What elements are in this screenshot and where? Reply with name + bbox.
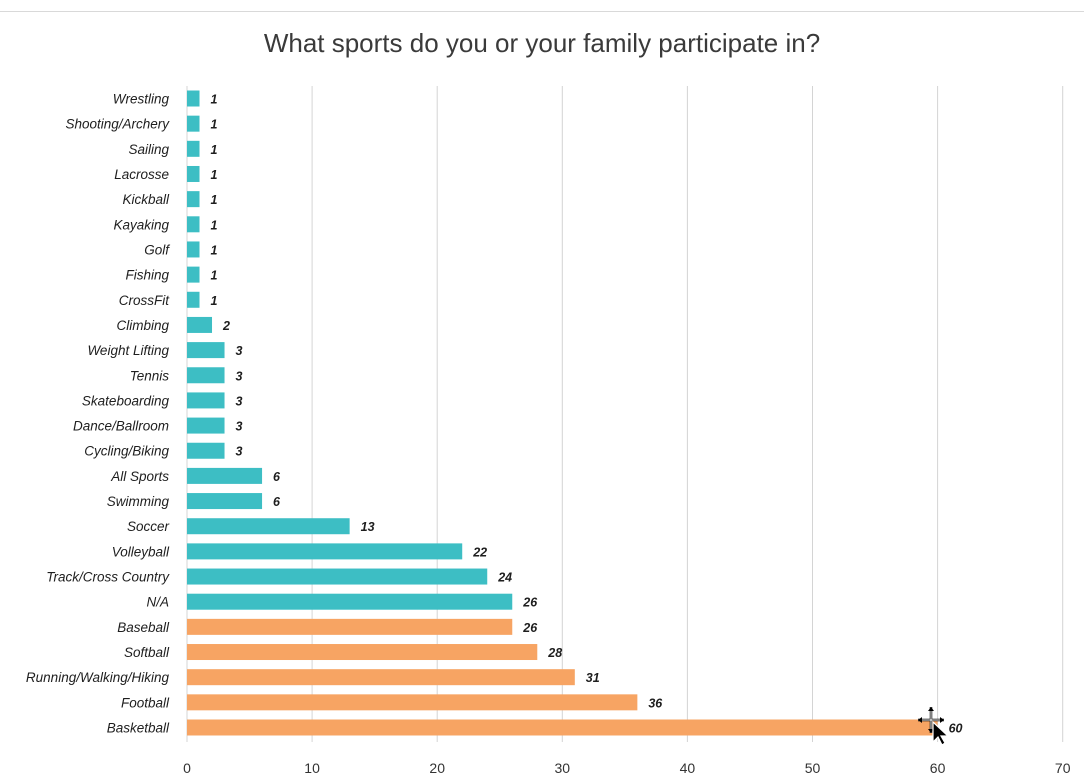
bar [187, 165, 200, 182]
category-label: Skateboarding [82, 393, 170, 408]
category-label: CrossFit [119, 293, 170, 308]
bar [187, 216, 200, 233]
category-label: Baseball [117, 620, 170, 635]
data-label: 31 [586, 671, 600, 685]
x-tick-label: 50 [805, 760, 821, 776]
data-label: 1 [211, 118, 218, 132]
data-label: 3 [236, 394, 243, 408]
category-label: Dance/Ballroom [73, 419, 169, 434]
category-label: Volleyball [112, 544, 170, 559]
data-label: 3 [236, 344, 243, 358]
x-tick-label: 70 [1055, 760, 1071, 776]
category-label: Basketball [107, 721, 170, 736]
data-label: 28 [547, 646, 562, 660]
category-label: N/A [146, 595, 169, 610]
category-label: All Sports [110, 469, 169, 484]
category-label: Cycling/Biking [84, 444, 169, 459]
data-label: 2 [222, 319, 230, 333]
data-label: 36 [648, 696, 663, 710]
data-label: 1 [211, 93, 218, 107]
data-label: 22 [472, 545, 487, 559]
gridlines [186, 86, 1064, 742]
bar [187, 493, 263, 510]
bar [187, 342, 225, 359]
bar [187, 467, 263, 484]
data-label: 1 [211, 269, 218, 283]
bar [187, 694, 638, 711]
data-label: 6 [273, 470, 281, 484]
data-label: 1 [211, 143, 218, 157]
data-label: 26 [522, 621, 538, 635]
category-label: Kickball [122, 192, 170, 207]
bar [187, 90, 200, 107]
data-label: 60 [949, 722, 963, 736]
bar [187, 140, 200, 157]
top-divider [0, 11, 1084, 12]
bar [187, 291, 200, 308]
category-label: Football [121, 695, 170, 710]
category-label: Shooting/Archery [65, 117, 170, 132]
bar [187, 518, 350, 535]
bar [187, 442, 225, 459]
bar [187, 669, 575, 686]
data-label: 3 [236, 420, 243, 434]
data-label: 1 [211, 294, 218, 308]
data-label: 26 [522, 596, 538, 610]
bar [187, 191, 200, 208]
bar [187, 618, 513, 635]
bar [187, 593, 513, 610]
category-label: Golf [144, 242, 170, 257]
bar [187, 367, 225, 384]
data-label: 1 [211, 193, 218, 207]
bar [187, 266, 200, 283]
bar [187, 644, 538, 661]
category-label: Kayaking [113, 217, 169, 232]
bar [187, 417, 225, 434]
data-label: 6 [273, 495, 281, 509]
category-label: Swimming [107, 494, 170, 509]
chart-title: What sports do you or your family partic… [263, 28, 821, 58]
bar [187, 241, 200, 258]
x-tick-label: 30 [555, 760, 571, 776]
category-label: Sailing [128, 142, 169, 157]
data-label: 1 [211, 168, 218, 182]
x-tick-label: 10 [304, 760, 320, 776]
category-label: Running/Walking/Hiking [26, 670, 170, 685]
category-label: Soccer [127, 519, 170, 534]
data-label: 1 [211, 243, 218, 257]
category-label: Wrestling [113, 92, 170, 107]
data-label: 24 [497, 571, 512, 585]
bar [187, 316, 213, 333]
bar [187, 568, 488, 585]
category-labels: Wrestling Shooting/Archery Sailing Lacrosse… [26, 92, 170, 736]
category-label: Climbing [116, 318, 169, 333]
x-axis-tick-labels: 0 10 20 30 40 50 60 70 [183, 760, 1071, 776]
category-label: Track/Cross Country [46, 570, 170, 585]
bar [187, 115, 200, 132]
bar [187, 392, 225, 409]
category-label: Tennis [130, 368, 170, 383]
x-tick-label: 60 [930, 760, 946, 776]
data-label: 1 [211, 218, 218, 232]
data-label: 3 [236, 445, 243, 459]
x-tick-label: 40 [680, 760, 696, 776]
x-tick-label: 0 [183, 760, 191, 776]
bars [187, 90, 938, 736]
category-label: Weight Lifting [87, 343, 169, 358]
bar [187, 543, 463, 560]
data-label: 13 [361, 520, 375, 534]
category-label: Softball [124, 645, 170, 660]
category-label: Fishing [125, 268, 169, 283]
bar [187, 719, 938, 736]
x-tick-label: 20 [429, 760, 445, 776]
data-label: 3 [236, 369, 243, 383]
category-label: Lacrosse [114, 167, 169, 182]
